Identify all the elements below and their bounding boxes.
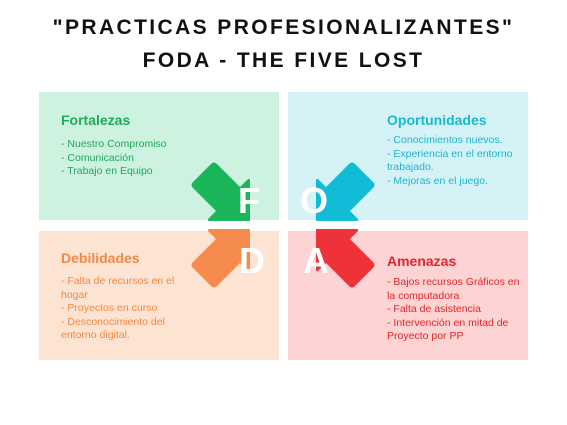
oportunidades-list: - Conocimientos nuevos. - Experiencia en… bbox=[387, 134, 517, 188]
title-line-2: FODA - THE FIVE LOST bbox=[142, 49, 425, 72]
debilidades-title: Debilidades bbox=[61, 250, 140, 266]
list-item: - Comunicación bbox=[61, 151, 134, 164]
debilidades-list: - Falta de recursos en el hogar - Proyec… bbox=[61, 275, 191, 343]
list-item: - Mejoras en el juego. bbox=[387, 174, 488, 187]
arrow-o: O bbox=[287, 162, 375, 221]
letter-a: A bbox=[303, 240, 329, 281]
list-item: - Trabajo en Equipo bbox=[61, 165, 153, 178]
list-item: - Falta de asistencia bbox=[387, 303, 481, 316]
letter-o: O bbox=[300, 180, 328, 221]
arrow-f: F bbox=[191, 162, 279, 221]
arrow-d: D bbox=[191, 229, 279, 288]
list-item: - Conocimientos nuevos. bbox=[387, 134, 503, 146]
arrow-a: A bbox=[287, 229, 375, 288]
list-item: - Bajos recursos Gráficos en la computad… bbox=[387, 276, 520, 302]
list-item: - Nuestro Compromiso bbox=[61, 138, 167, 150]
amenazas-title: Amenazas bbox=[387, 253, 457, 269]
amenazas-list: - Bajos recursos Gráficos en la computad… bbox=[387, 276, 522, 344]
fortalezas-title: Fortalezas bbox=[61, 112, 131, 128]
title-line-1: "PRACTICAS PROFESIONALIZANTES" bbox=[52, 16, 515, 39]
list-item: - Proyectos en curso bbox=[61, 302, 158, 315]
list-item: - Experiencia en el entorno trabajado. bbox=[387, 147, 513, 174]
fortalezas-list: - Nuestro Compromiso - Comunicación - Tr… bbox=[61, 138, 221, 179]
list-item: - Desconocimiento del entorno digital. bbox=[61, 315, 165, 342]
letter-d: D bbox=[239, 240, 265, 281]
oportunidades-title: Oportunidades bbox=[387, 112, 487, 128]
list-item: - Intervención en mitad de Proyecto por … bbox=[387, 316, 509, 343]
letter-f: F bbox=[238, 180, 260, 221]
list-item: - Falta de recursos en el hogar bbox=[61, 275, 175, 301]
